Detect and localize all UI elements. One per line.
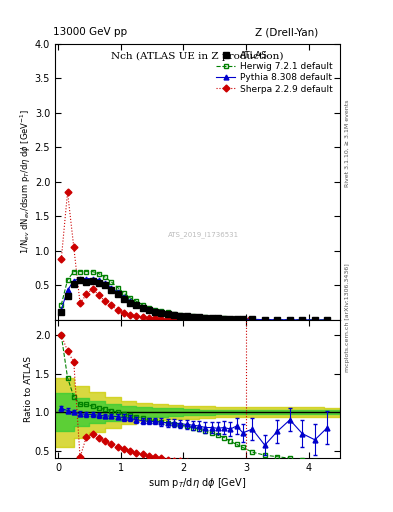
Text: mcplots.cern.ch [arXiv:1306.3436]: mcplots.cern.ch [arXiv:1306.3436] — [345, 263, 350, 372]
X-axis label: sum p$_T$/d$\eta$ d$\phi$ [GeV]: sum p$_T$/d$\eta$ d$\phi$ [GeV] — [149, 476, 246, 490]
Legend: ATLAS, Herwig 7.2.1 default, Pythia 8.308 default, Sherpa 2.2.9 default: ATLAS, Herwig 7.2.1 default, Pythia 8.30… — [213, 48, 336, 96]
Text: Nch (ATLAS UE in Z production): Nch (ATLAS UE in Z production) — [111, 52, 284, 61]
Y-axis label: Ratio to ATLAS: Ratio to ATLAS — [24, 356, 33, 422]
Text: Rivet 3.1.10, ≥ 3.1M events: Rivet 3.1.10, ≥ 3.1M events — [345, 100, 350, 187]
Text: ATS_2019_I1736531: ATS_2019_I1736531 — [168, 231, 239, 238]
Y-axis label: 1/N$_{ev}$ dN$_{ev}$/dsum p$_T$/d$\eta$ d$\phi$ [GeV$^{-1}$]: 1/N$_{ev}$ dN$_{ev}$/dsum p$_T$/d$\eta$ … — [19, 109, 33, 254]
Text: 13000 GeV pp: 13000 GeV pp — [53, 27, 127, 37]
Text: Z (Drell-Yan): Z (Drell-Yan) — [255, 27, 318, 37]
